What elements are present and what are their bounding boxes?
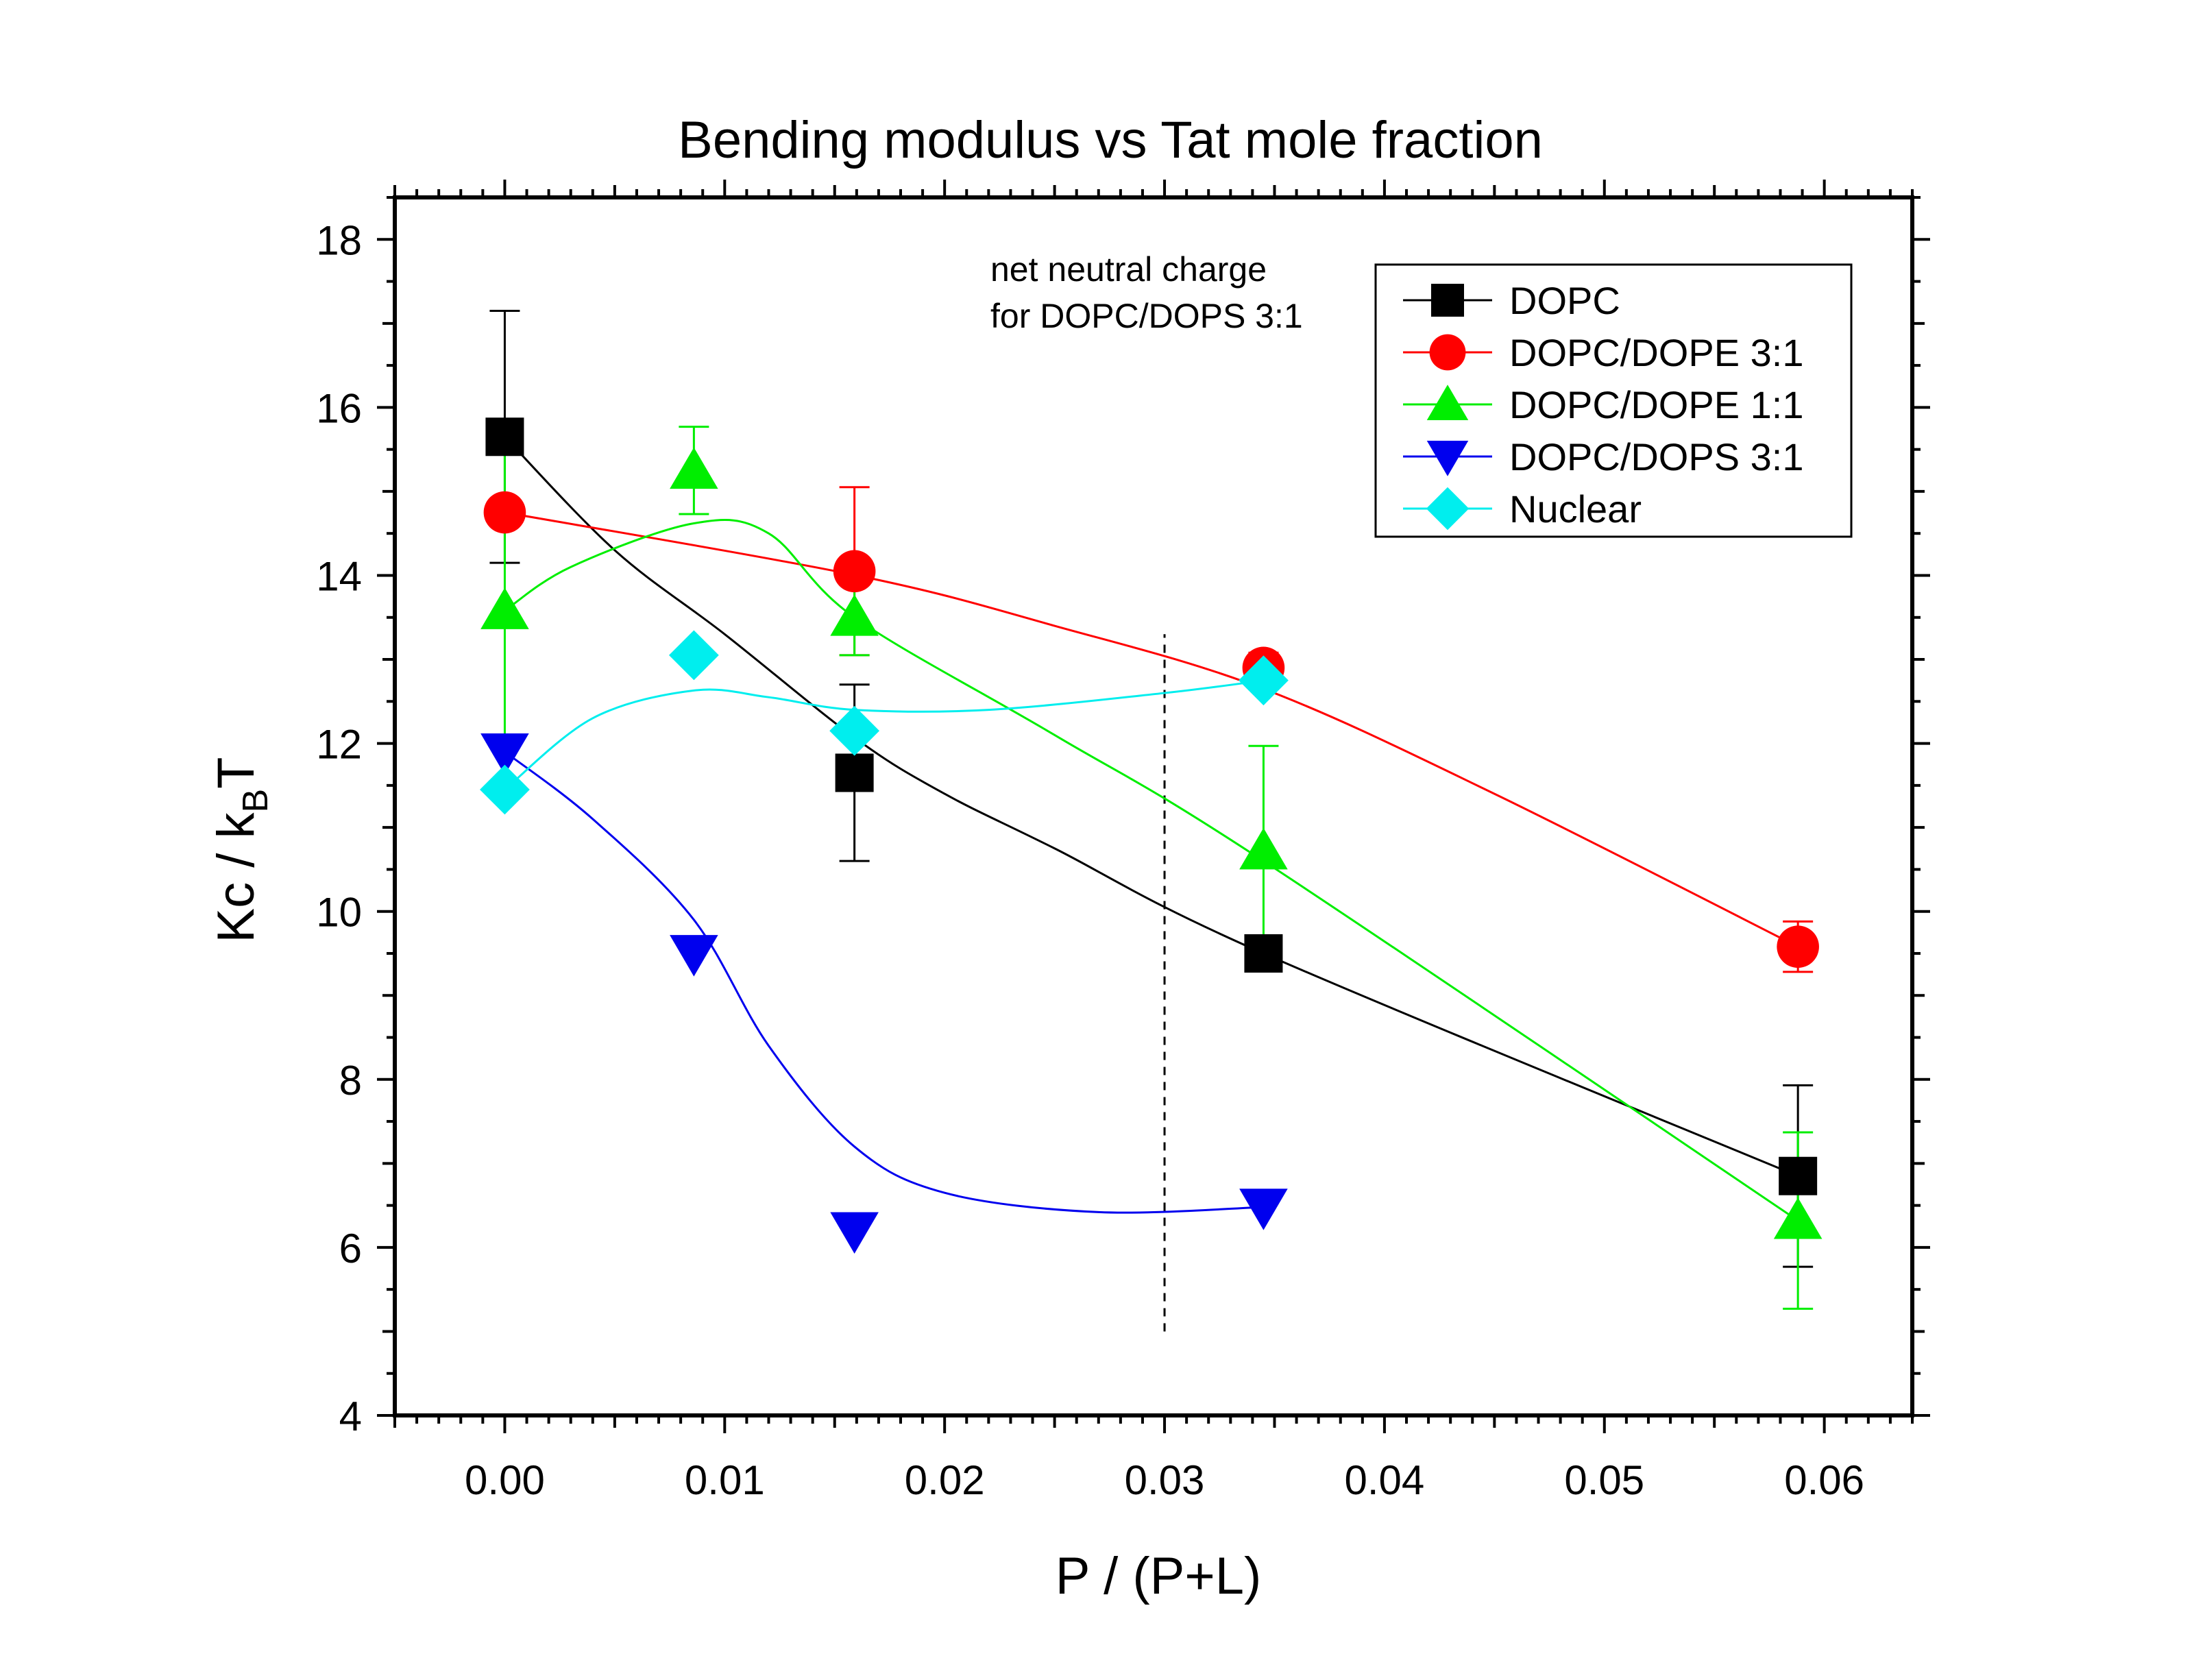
annotation: net neutral charge for DOPC/DOPS 3:1: [990, 250, 1303, 1332]
point-dopc-dops-3-1: [830, 1212, 879, 1254]
x-tick-label: 0.00: [465, 1457, 545, 1503]
y-axis-label-main: Kc / k: [207, 812, 265, 943]
y-tick-label: 4: [339, 1393, 362, 1439]
y-tick-label: 6: [339, 1226, 362, 1271]
y-tick-label: 16: [316, 385, 362, 431]
y-tick-label: 12: [316, 722, 362, 768]
annotation-text-line: net neutral charge: [990, 250, 1267, 289]
point-nuclear: [480, 764, 530, 815]
point-dopc-dope-3-1: [1777, 925, 1819, 968]
y-axis-label-tail: T: [207, 757, 265, 788]
point-dopc-dope-1-1: [1773, 1197, 1823, 1239]
legend: DOPC DOPC/DOPE 3:1 DOPC/DOPE 1:1 DOPC/DOPS …: [1374, 263, 1853, 538]
point-dopc-dope-3-1: [833, 550, 876, 593]
point-dopc: [835, 753, 874, 792]
chart-title: Bending modulus vs Tat mole fraction: [678, 111, 1543, 169]
point-dopc: [1244, 934, 1283, 973]
y-axis-label-subscript: B: [236, 789, 276, 813]
legend-label-dopc: DOPC: [1509, 279, 1620, 322]
y-tick-label: 10: [316, 890, 362, 936]
legend-label-nuclear: Nuclear: [1509, 487, 1642, 531]
legend-marker-nuclear: [1426, 487, 1470, 531]
legend-label-dopc-dope-1-1: DOPC/DOPE 1:1: [1509, 383, 1803, 426]
point-nuclear: [829, 705, 880, 756]
series-curves: [504, 436, 1799, 1221]
point-dopc: [485, 417, 524, 456]
point-dopc-dope-1-1: [1239, 827, 1288, 870]
x-tick-label: 0.01: [685, 1457, 765, 1503]
series-markers: [480, 417, 1823, 1254]
point-nuclear: [668, 630, 719, 681]
legend-marker-dopc-dope-3-1: [1429, 334, 1466, 371]
point-dopc-dops-3-1: [480, 733, 529, 775]
point-nuclear: [1239, 655, 1289, 706]
point-dopc-dope-3-1: [483, 491, 526, 534]
legend-marker-dopc-dops-3-1: [1426, 440, 1469, 476]
point-dopc-dope-1-1: [830, 594, 879, 636]
curve-dopc: [504, 436, 1799, 1178]
legend-label-dopc-dope-3-1: DOPC/DOPE 3:1: [1509, 331, 1803, 374]
point-dopc: [1779, 1156, 1818, 1195]
x-tick-label: 0.03: [1125, 1457, 1205, 1503]
curve-dopc-dops-3-1: [504, 751, 1264, 1214]
point-dopc-dope-1-1: [480, 587, 529, 629]
curve-nuclear: [504, 679, 1264, 791]
y-tick-label: 18: [316, 217, 362, 263]
point-dopc-dope-1-1: [670, 447, 718, 489]
y-tick-label: 8: [339, 1058, 362, 1104]
x-axis-label: P / (P+L): [1056, 1547, 1262, 1605]
svg-text:Kc / kBT: Kc / kBT: [207, 757, 276, 942]
curve-dopc-dope-3-1: [504, 511, 1799, 948]
legend-marker-dopc: [1431, 284, 1464, 317]
curve-dopc-dope-1-1: [504, 519, 1799, 1221]
plot-axes: 0.00 0.01 0.02 0.03 0.04 0.05 0.06 4 6 8 10 12 14 16 1…: [316, 180, 1930, 1503]
point-dopc-dops-3-1: [670, 935, 718, 977]
legend-label-dopc-dops-3-1: DOPC/DOPS 3:1: [1509, 435, 1803, 478]
legend-marker-dopc-dope-1-1: [1426, 385, 1469, 421]
point-dopc-dops-3-1: [1239, 1189, 1288, 1230]
y-tick-label: 14: [316, 553, 362, 599]
x-tick-label: 0.05: [1564, 1457, 1644, 1503]
x-tick-label: 0.04: [1345, 1457, 1425, 1503]
x-tick-label: 0.02: [905, 1457, 985, 1503]
y-axis-label: Kc / kBT: [207, 757, 276, 942]
plot-frame: [393, 195, 1914, 1417]
x-tick-label: 0.06: [1784, 1457, 1864, 1503]
annotation-text-line: for DOPC/DOPS 3:1: [990, 297, 1303, 335]
